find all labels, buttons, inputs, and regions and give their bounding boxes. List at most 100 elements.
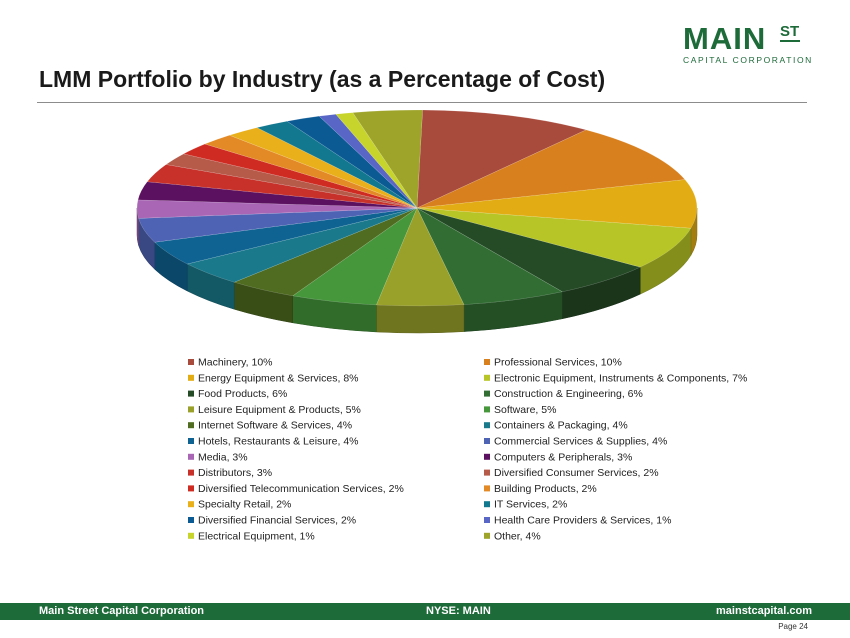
pie-slice-energy-equipment-services [416,179,698,229]
pie-slice-other [352,109,423,209]
pie-slice-diversified-consumer-services [165,153,418,209]
title-divider [37,102,807,103]
footer-bar: Main Street Capital Corporation NYSE: MA… [0,603,850,620]
legend-item: Containers & Packaging, 4% [484,420,628,432]
legend-swatch [188,517,194,523]
legend-swatch [484,438,490,444]
legend-label: Internet Software & Services, 4% [198,420,352,432]
industry-pie-chart: Machinery, 10% Professional Services, 10%… [136,109,747,542]
pie-slice-health-care-providers-services [318,113,418,209]
legend-swatch [484,359,490,365]
pie-slice-leisure-equipment-products [376,207,465,307]
legend-item: Energy Equipment & Services, 8% [188,372,359,384]
pie-slice-internet-software-services [233,207,418,297]
logo-st-underline [780,40,800,42]
legend-item: IT Services, 2% [484,499,567,511]
pie-slice-side-6 [376,304,465,334]
main-street-logo: MAIN ST CAPITAL CORPORATION [683,21,811,66]
legend-label: Software, 5% [494,404,556,416]
pie-slice-electronic-equipment-instruments-components [416,207,692,268]
legend-label: Diversified Telecommunication Services, … [198,483,404,495]
footer-website-link[interactable]: mainstcapital.com [716,605,812,617]
legend-label: Health Care Providers & Services, 1% [494,515,671,527]
legend-item: Electronic Equipment, Instruments & Comp… [484,372,747,384]
legend-item: Food Products, 6% [188,388,287,400]
legend-label: Electronic Equipment, Instruments & Comp… [494,372,747,384]
legend-swatch [188,532,194,539]
legend-item: Leisure Equipment & Products, 5% [188,404,361,416]
legend-item: Software, 5% [484,404,556,416]
pie-slice-building-products [204,135,418,209]
legend-swatch [484,532,490,539]
pie-slice-containers-packaging [186,207,418,283]
legend-label: Energy Equipment & Services, 8% [198,372,359,384]
pie-slice-computers-peripherals [137,181,418,209]
legend-swatch [188,469,194,476]
pie-slice-construction-engineering [416,207,563,305]
legend-label: Leisure Equipment & Products, 5% [198,404,361,416]
legend-item: Computers & Peripherals, 3% [484,451,632,463]
pie-slice-electrical-equipment [335,112,418,209]
legend-item: Diversified Financial Services, 2% [188,515,356,527]
legend-item: Other, 4% [484,530,541,542]
pie-slice-machinery [416,109,587,209]
legend-swatch [484,469,490,476]
legend-item: Internet Software & Services, 4% [188,420,352,432]
legend-swatch [484,453,490,460]
logo-st-text: ST [780,23,800,40]
legend-label: Diversified Financial Services, 2% [198,515,356,527]
pie-slice-professional-services [416,129,686,209]
legend-label: Specialty Retail, 2% [198,499,291,511]
legend-label: Hotels, Restaurants & Leisure, 4% [198,436,359,448]
pie-slice-software [292,207,418,306]
legend-label: Containers & Packaging, 4% [494,420,628,432]
legend-swatch [188,501,194,508]
legend-swatch [188,374,194,381]
legend-swatch [484,501,490,508]
chart-legend: Machinery, 10% Professional Services, 10%… [188,357,747,542]
legend-item: Diversified Telecommunication Services, … [188,483,404,495]
pie-top-slices [136,109,698,307]
legend-swatch [188,485,194,492]
legend-item: Professional Services, 10% [484,357,622,369]
legend-label: Construction & Engineering, 6% [494,388,643,400]
legend-swatch [188,453,194,460]
legend-item: Diversified Consumer Services, 2% [484,467,659,479]
legend-swatch [188,390,194,397]
legend-label: IT Services, 2% [494,499,567,511]
legend-swatch [484,374,490,381]
legend-swatch [188,406,194,413]
legend-swatch [484,406,490,413]
pie-slice-food-products [416,207,641,292]
legend-swatch [484,517,490,523]
legend-item: Health Care Providers & Services, 1% [484,515,671,527]
logo-main-text: MAIN [683,21,767,56]
legend-swatch [484,485,490,492]
legend-label: Distributors, 3% [198,467,272,479]
legend-item: Distributors, 3% [188,467,272,479]
legend-label: Machinery, 10% [198,357,273,369]
legend-swatch [188,359,194,365]
legend-label: Food Products, 6% [198,388,287,400]
legend-label: Media, 3% [198,451,248,463]
legend-swatch [188,438,194,444]
pie-slice-diversified-financial-services [286,115,418,209]
legend-label: Commercial Services & Supplies, 4% [494,436,667,448]
footer-company: Main Street Capital Corporation [39,605,205,617]
legend-label: Building Products, 2% [494,483,597,495]
legend-label: Other, 4% [494,530,541,542]
legend-swatch [484,390,490,397]
legend-label: Electrical Equipment, 1% [198,530,315,542]
legend-item: Electrical Equipment, 1% [188,530,315,542]
pie-slice-hotels-restaurants-leisure [154,207,418,265]
legend-item: Specialty Retail, 2% [188,499,291,511]
legend-swatch [188,422,194,429]
legend-item: Media, 3% [188,451,248,463]
pie-slice-diversified-telecommunication-services [183,143,418,209]
legend-item: Commercial Services & Supplies, 4% [484,436,667,448]
page-number: Page 24 [778,622,808,631]
pie-slice-specialty-retail [228,127,418,209]
pie-side-walls [136,207,698,334]
legend-label: Professional Services, 10% [494,357,622,369]
footer-ticker: NYSE: MAIN [426,605,491,617]
